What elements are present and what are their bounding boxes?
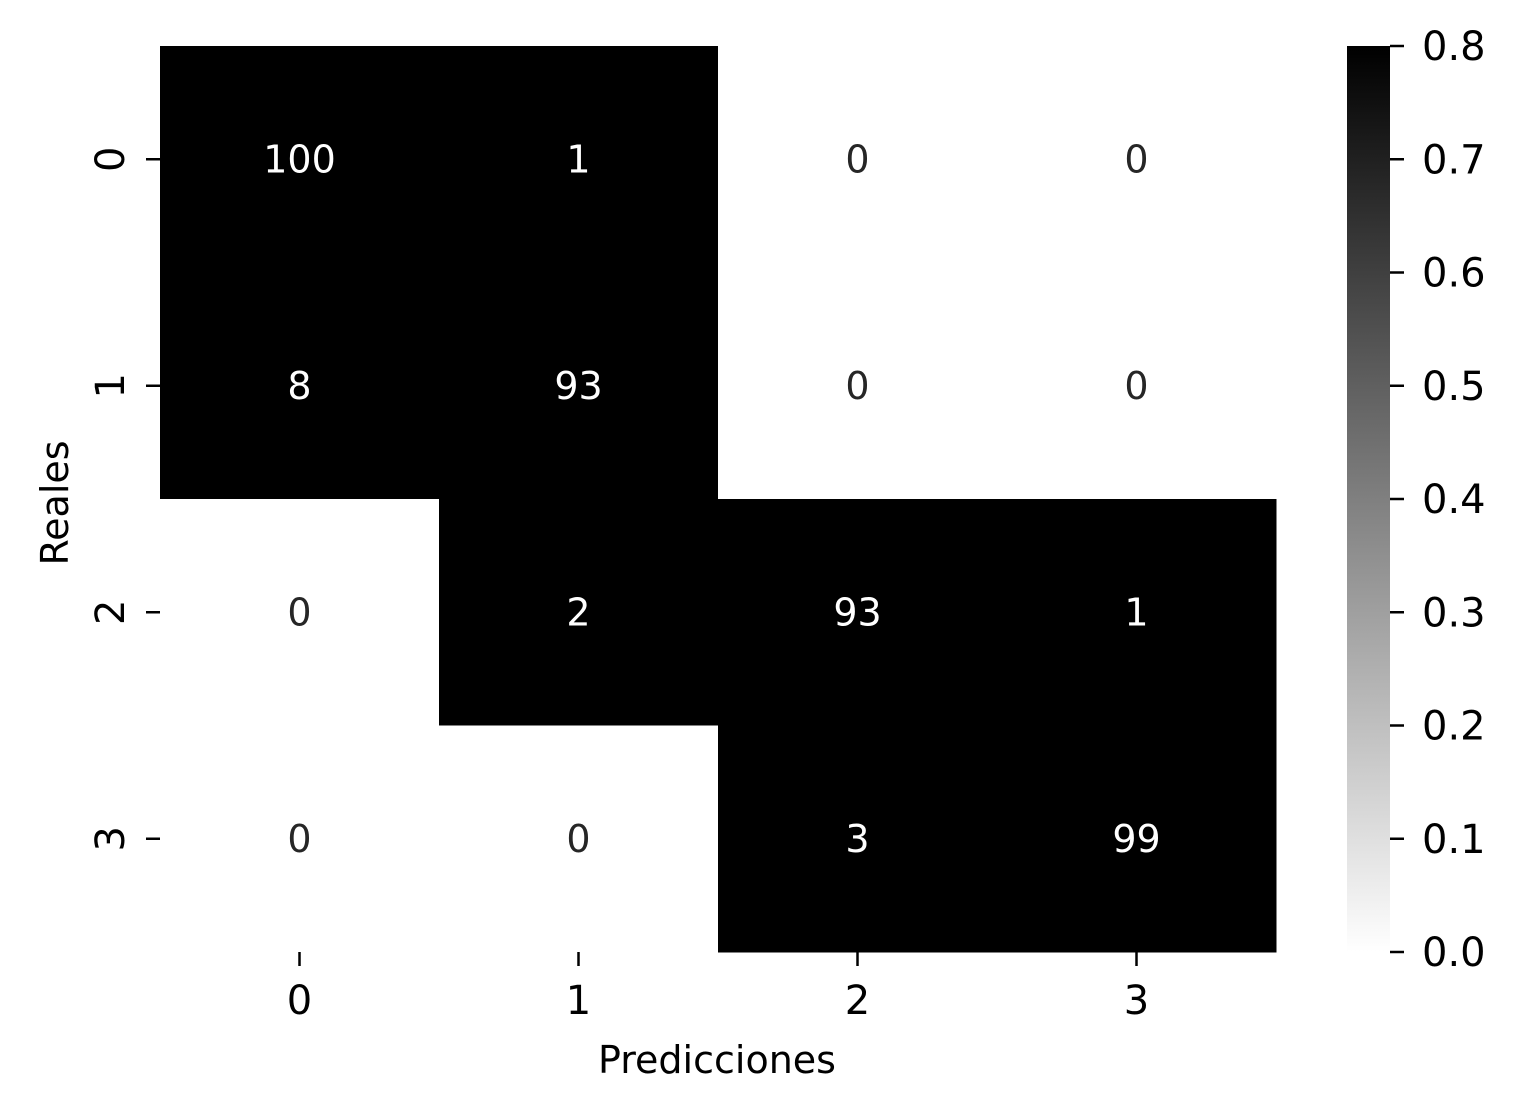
heatmap-value-0-2: 0 (845, 137, 869, 181)
heatmap-cell-3-1 (439, 725, 719, 953)
x-axis-label: Predicciones (598, 1038, 836, 1082)
colorbar-tick-label-1: 0.1 (1422, 817, 1486, 863)
heatmap-cell-1-1 (439, 272, 719, 500)
colorbar-tick-label-3: 0.3 (1422, 590, 1486, 636)
colorbar-tick-label-2: 0.2 (1422, 704, 1486, 750)
y-axis: 0 1 2 3 (88, 147, 160, 851)
colorbar: 0.0 0.1 0.2 0.3 0.4 0.5 0.6 0.7 0.8 (1347, 24, 1486, 976)
heatmap-value-3-2: 3 (845, 817, 869, 861)
heatmap-cell-3-3 (997, 725, 1277, 953)
y-tick-label-1: 1 (88, 373, 134, 398)
heatmap-value-3-1: 0 (566, 817, 590, 861)
heatmap-value-3-3: 99 (1112, 817, 1160, 861)
heatmap-value-2-3: 1 (1124, 590, 1148, 634)
heatmap-value-2-2: 93 (833, 590, 881, 634)
heatmap-cell-3-2 (718, 725, 998, 953)
colorbar-ticks: 0.0 0.1 0.2 0.3 0.4 0.5 0.6 0.7 0.8 (1390, 24, 1486, 976)
x-tick-label-2: 2 (845, 978, 870, 1024)
colorbar-gradient (1347, 46, 1390, 952)
x-axis: 0 1 2 3 (287, 952, 1149, 1024)
y-axis-label: Reales (33, 440, 77, 565)
heatmap-value-2-0: 0 (287, 590, 311, 634)
heatmap-value-0-0: 100 (263, 137, 336, 181)
heatmap-cell-0-1 (439, 46, 719, 273)
x-tick-label-0: 0 (287, 978, 312, 1024)
heatmap-value-3-0: 0 (287, 817, 311, 861)
colorbar-tick-label-7: 0.7 (1422, 137, 1486, 183)
heatmap-cell-0-3 (997, 46, 1277, 273)
heatmap-value-1-3: 0 (1124, 364, 1148, 408)
x-tick-label-1: 1 (566, 978, 591, 1024)
heatmap-value-1-2: 0 (845, 364, 869, 408)
heatmap-cell-0-0 (160, 46, 440, 273)
heatmap-cell-0-2 (718, 46, 998, 273)
heatmap-cell-3-0 (160, 725, 440, 953)
colorbar-tick-label-0: 0.0 (1422, 930, 1486, 976)
y-tick-label-0: 0 (88, 147, 134, 172)
heatmap-value-0-3: 0 (1124, 137, 1148, 181)
heatmap-cells (160, 46, 1277, 953)
heatmap-cell-1-0 (160, 272, 440, 500)
heatmap-cell-1-2 (718, 272, 998, 500)
heatmap-value-0-1: 1 (566, 137, 590, 181)
heatmap-value-1-0: 8 (287, 364, 311, 408)
colorbar-tick-label-4: 0.4 (1422, 477, 1486, 523)
heatmap-value-1-1: 93 (554, 364, 602, 408)
colorbar-tick-label-5: 0.5 (1422, 364, 1486, 410)
heatmap-cell-2-0 (160, 499, 440, 726)
heatmap-cell-2-3 (997, 499, 1277, 726)
heatmap-cell-1-3 (997, 272, 1277, 500)
heatmap-annotations: 100 1 0 08 93 0 00 2 93 10 0 3 99 (263, 137, 1160, 861)
y-tick-label-2: 2 (88, 600, 134, 625)
x-tick-label-3: 3 (1124, 978, 1149, 1024)
colorbar-tick-label-6: 0.6 (1422, 251, 1486, 297)
y-tick-label-3: 3 (88, 826, 134, 851)
colorbar-tick-label-8: 0.8 (1422, 24, 1486, 70)
heatmap-cell-2-2 (718, 499, 998, 726)
heatmap-value-2-1: 2 (566, 590, 590, 634)
heatmap-cell-2-1 (439, 499, 719, 726)
